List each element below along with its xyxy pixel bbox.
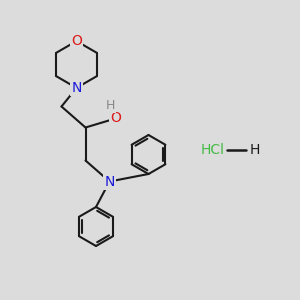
Text: N: N xyxy=(71,81,82,95)
Text: H: H xyxy=(250,143,260,157)
Text: O: O xyxy=(71,34,82,48)
Text: N: N xyxy=(104,175,115,188)
Text: H: H xyxy=(105,99,115,112)
Text: O: O xyxy=(110,112,121,125)
Text: HCl: HCl xyxy=(201,143,225,157)
